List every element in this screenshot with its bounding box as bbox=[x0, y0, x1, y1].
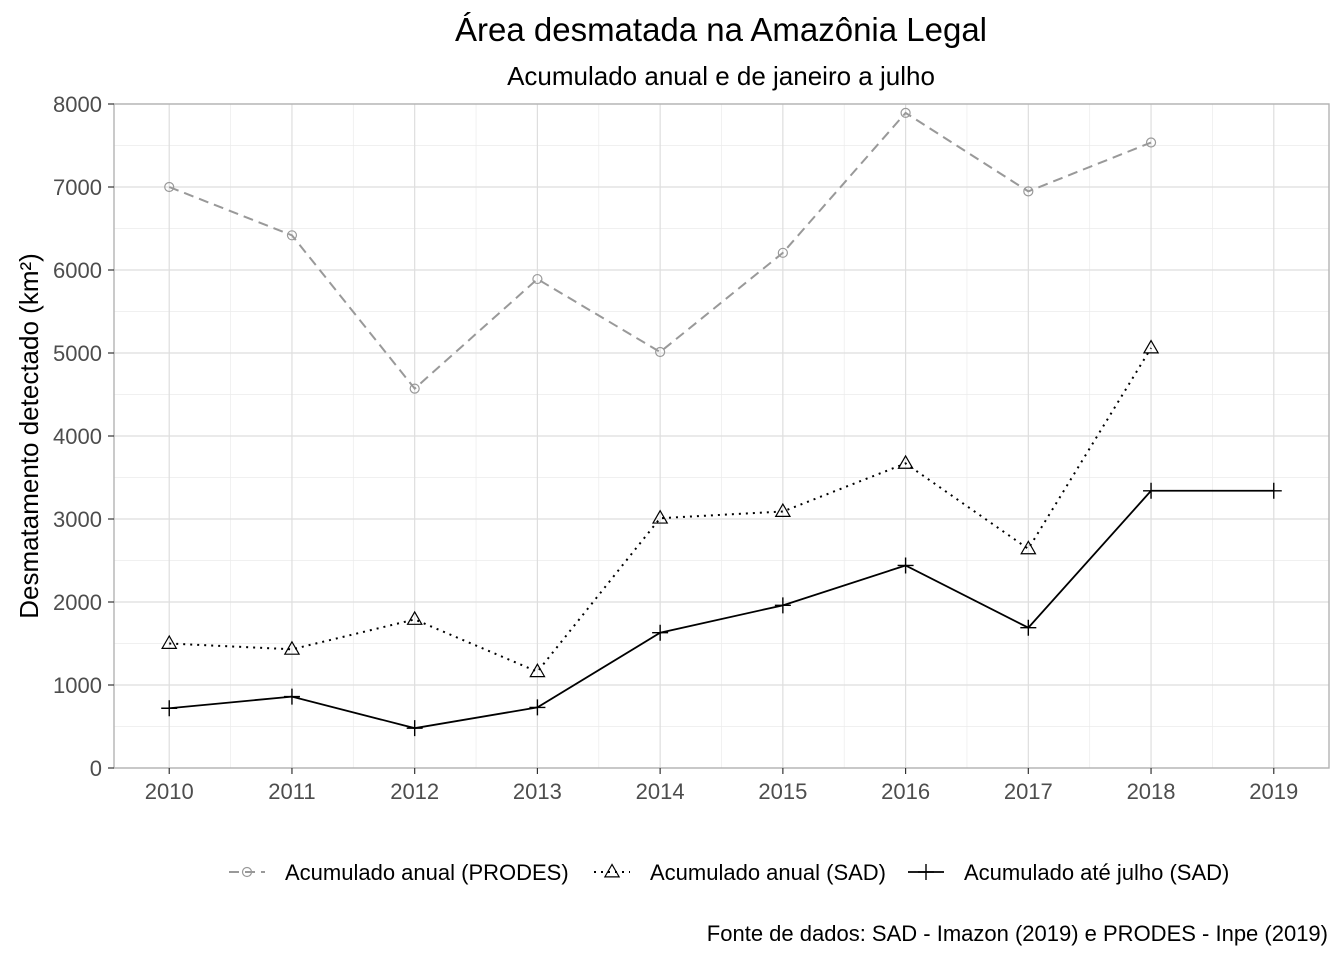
data-point bbox=[900, 107, 911, 118]
y-tick-label: 1000 bbox=[53, 673, 102, 698]
x-tick-label: 2018 bbox=[1127, 779, 1176, 804]
data-point bbox=[651, 509, 669, 524]
x-tick-label: 2017 bbox=[1004, 779, 1053, 804]
data-point bbox=[164, 181, 175, 193]
data-point bbox=[774, 597, 791, 614]
series-1 bbox=[164, 107, 1157, 394]
data-point bbox=[1145, 137, 1157, 148]
data-point bbox=[161, 700, 178, 717]
data-point bbox=[406, 720, 423, 737]
legend-label: Acumulado até julho (SAD) bbox=[964, 860, 1229, 885]
chart-title: Área desmatada na Amazônia Legal bbox=[455, 11, 987, 48]
y-axis-label: Desmatamento detectado (km²) bbox=[14, 253, 44, 619]
data-point bbox=[1020, 540, 1037, 555]
series-layer bbox=[161, 107, 1282, 737]
data-point bbox=[777, 247, 788, 258]
data-point bbox=[1142, 339, 1160, 354]
y-tick-label: 3000 bbox=[53, 507, 102, 532]
legend-item-2: Acumulado anual (SAD) bbox=[594, 860, 886, 885]
y-tick-label: 0 bbox=[90, 756, 102, 781]
x-tick-label: 2014 bbox=[636, 779, 685, 804]
series-line bbox=[169, 489, 1274, 730]
legend-key-marker bbox=[241, 866, 253, 878]
data-point bbox=[1020, 619, 1037, 636]
series-line bbox=[168, 111, 1152, 391]
data-point bbox=[532, 273, 543, 285]
legend-key-marker bbox=[918, 864, 934, 880]
x-tick-label: 2019 bbox=[1249, 779, 1298, 804]
series-3 bbox=[161, 482, 1282, 737]
legend: Acumulado anual (PRODES) Acumulado anual … bbox=[229, 860, 1229, 885]
legend-key-marker bbox=[603, 863, 621, 878]
data-point bbox=[406, 610, 423, 625]
data-point bbox=[161, 634, 178, 649]
y-axis: 0 1000 2000 3000 4000 5000 6000 7000 8000 bbox=[53, 92, 114, 781]
x-tick-label: 2016 bbox=[881, 779, 930, 804]
data-point bbox=[897, 557, 914, 574]
x-tick-label: 2013 bbox=[513, 779, 562, 804]
x-tick-label: 2011 bbox=[268, 779, 315, 804]
y-tick-label: 5000 bbox=[53, 341, 102, 366]
x-axis: 2010 2011 2012 2013 2014 2015 2016 2017 2018 2019 bbox=[145, 768, 1298, 804]
legend-label: Acumulado anual (PRODES) bbox=[285, 860, 569, 885]
data-point bbox=[283, 688, 300, 705]
data-point bbox=[283, 640, 301, 655]
x-tick-label: 2012 bbox=[390, 779, 439, 804]
series-2 bbox=[161, 339, 1160, 678]
y-tick-label: 6000 bbox=[53, 258, 102, 283]
data-point bbox=[897, 454, 914, 469]
x-tick-label: 2010 bbox=[145, 779, 194, 804]
data-point bbox=[655, 346, 666, 358]
chart-subtitle: Acumulado anual e de janeiro a julho bbox=[507, 61, 935, 91]
x-tick-label: 2015 bbox=[758, 779, 807, 804]
data-point bbox=[409, 383, 420, 394]
data-point bbox=[286, 230, 298, 241]
y-tick-label: 4000 bbox=[53, 424, 102, 449]
y-tick-label: 8000 bbox=[53, 92, 102, 117]
data-point bbox=[774, 502, 792, 518]
data-point bbox=[529, 663, 546, 678]
data-point bbox=[1023, 186, 1034, 197]
chart-caption: Fonte de dados: SAD - Imazon (2019) e PR… bbox=[707, 921, 1328, 946]
y-tick-label: 7000 bbox=[53, 175, 102, 200]
legend-item-1: Acumulado anual (PRODES) bbox=[229, 860, 569, 885]
data-point bbox=[1265, 482, 1282, 499]
data-point bbox=[652, 624, 669, 641]
plot-grid bbox=[114, 103, 1329, 769]
data-point bbox=[529, 699, 546, 716]
legend-item-3: Acumulado até julho (SAD) bbox=[908, 860, 1229, 885]
y-tick-label: 2000 bbox=[53, 590, 102, 615]
data-point bbox=[1143, 482, 1160, 499]
legend-label: Acumulado anual (SAD) bbox=[650, 860, 886, 885]
